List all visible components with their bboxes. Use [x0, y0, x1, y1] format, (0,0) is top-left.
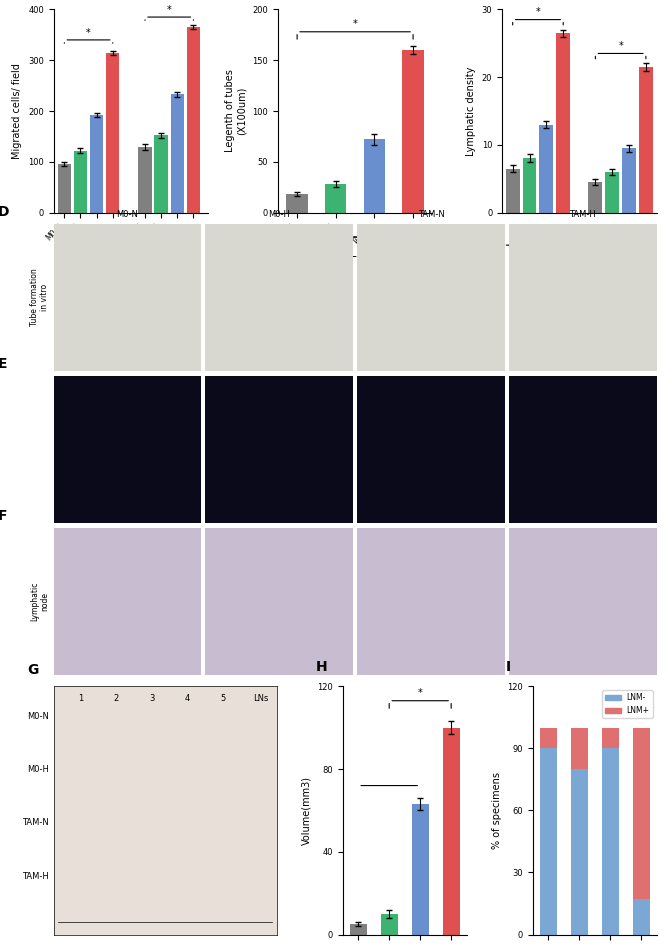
Bar — [381, 914, 398, 935]
Text: HDLECs: HDLECs — [336, 249, 375, 260]
Text: H: H — [316, 661, 327, 674]
Text: 1: 1 — [78, 694, 83, 702]
Text: TAM-N: TAM-N — [417, 211, 444, 219]
Y-axis label: Legenth of tubes
(X100um): Legenth of tubes (X100um) — [225, 70, 247, 153]
Bar — [364, 140, 385, 212]
Y-axis label: % of specimens: % of specimens — [492, 772, 502, 849]
Bar — [138, 146, 151, 212]
Bar — [539, 728, 557, 749]
Bar — [539, 749, 557, 935]
Y-axis label: Tube formation
in vitro: Tube formation in vitro — [30, 269, 50, 327]
Bar — [155, 135, 168, 212]
Bar — [411, 804, 429, 935]
Bar — [605, 172, 619, 212]
Bar — [403, 50, 423, 212]
Bar — [539, 125, 553, 212]
Bar — [588, 182, 602, 212]
Text: 5: 5 — [220, 694, 226, 702]
Bar — [287, 194, 308, 212]
Bar — [171, 94, 184, 212]
Text: D: D — [0, 206, 9, 219]
Bar — [350, 924, 366, 935]
Text: E: E — [0, 357, 7, 371]
Text: M0-N: M0-N — [117, 211, 138, 219]
Text: F: F — [0, 509, 7, 523]
Bar — [523, 159, 537, 212]
Text: TAM-H: TAM-H — [570, 211, 596, 219]
Text: 2: 2 — [113, 694, 119, 702]
Legend: LNM-, LNM+: LNM-, LNM+ — [602, 690, 653, 718]
Bar — [443, 728, 460, 935]
Bar — [556, 33, 570, 212]
Text: *: * — [352, 19, 358, 28]
Text: *: * — [618, 41, 623, 51]
Bar — [58, 164, 71, 212]
Text: *: * — [418, 687, 423, 698]
Text: G: G — [27, 663, 38, 677]
Bar — [325, 184, 346, 212]
Text: M0-N: M0-N — [27, 712, 49, 720]
Bar — [602, 728, 618, 749]
Bar — [622, 148, 636, 212]
Text: *: * — [535, 8, 540, 17]
Y-axis label: Volume(mm3): Volume(mm3) — [302, 776, 312, 845]
Text: M0-H: M0-H — [268, 211, 290, 219]
Text: LNs: LNs — [253, 694, 269, 702]
Text: LV: LV — [533, 225, 543, 235]
Bar — [571, 728, 588, 769]
Text: Footpad tumor: Footpad tumor — [543, 258, 614, 267]
Y-axis label: Lymphatic density: Lymphatic density — [466, 66, 476, 156]
Bar — [74, 151, 87, 212]
Text: TAM-N: TAM-N — [22, 818, 49, 827]
Bar — [639, 67, 653, 212]
Y-axis label: Lymphatic
node: Lymphatic node — [30, 582, 50, 621]
Text: 4: 4 — [185, 694, 190, 702]
Bar — [632, 900, 650, 935]
Bar — [506, 169, 520, 212]
Text: M0-H: M0-H — [27, 765, 49, 774]
Y-axis label: Migrated cells/ field: Migrated cells/ field — [13, 63, 23, 159]
Bar — [187, 27, 200, 212]
Bar — [106, 53, 119, 212]
Text: I: I — [505, 661, 511, 674]
Bar — [632, 728, 650, 900]
Text: HDLECs: HDLECs — [106, 249, 145, 260]
Y-axis label: LYVE-1/CD206
/DAPI: LYVE-1/CD206 /DAPI — [30, 423, 50, 476]
Text: *: * — [167, 6, 172, 15]
Bar — [602, 749, 618, 935]
Bar — [90, 114, 103, 212]
Text: TAM-H: TAM-H — [22, 871, 49, 881]
Text: *: * — [86, 28, 91, 38]
Bar — [571, 769, 588, 935]
Text: 3: 3 — [149, 694, 155, 702]
Text: LVEM: LVEM — [608, 225, 633, 235]
